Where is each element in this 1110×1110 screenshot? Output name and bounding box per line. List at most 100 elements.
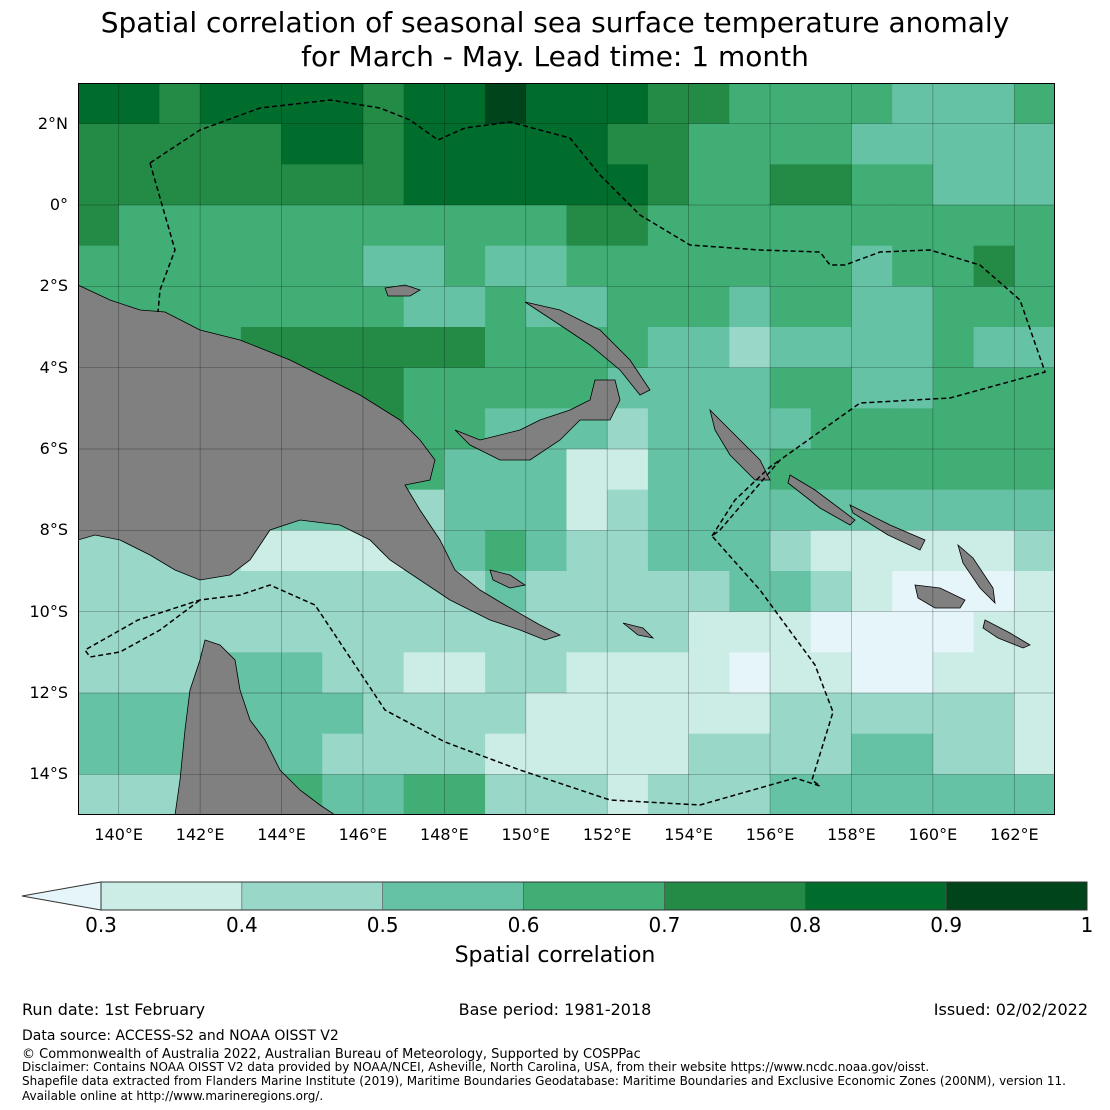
correlation-cell	[525, 571, 567, 613]
correlation-cell	[973, 367, 1015, 409]
correlation-cell	[729, 286, 771, 328]
lat-label: 2°S	[39, 276, 68, 296]
correlation-cell	[444, 693, 486, 735]
correlation-cell	[932, 123, 975, 165]
correlation-cell	[688, 286, 730, 328]
correlation-cell	[281, 652, 323, 694]
correlation-cell	[525, 774, 567, 815]
correlation-cell	[525, 367, 567, 409]
correlation-cell	[729, 530, 771, 572]
correlation-cell	[973, 83, 1015, 125]
correlation-cell	[851, 286, 893, 328]
correlation-cell	[444, 164, 486, 206]
correlation-cell	[810, 611, 852, 653]
correlation-cell	[729, 164, 771, 206]
colorbar-segment	[523, 881, 665, 911]
correlation-cell	[810, 408, 852, 450]
correlation-cell	[729, 367, 771, 409]
correlation-cell	[932, 164, 975, 206]
correlation-cell	[770, 286, 812, 328]
correlation-cell	[322, 774, 364, 815]
correlation-cell	[159, 611, 201, 653]
correlation-cell	[770, 571, 812, 613]
correlation-cell	[892, 205, 934, 247]
correlation-cell	[118, 205, 160, 247]
map-frame	[78, 83, 1055, 815]
correlation-cell	[444, 205, 486, 247]
correlation-cell	[362, 123, 405, 165]
correlation-cell	[200, 205, 242, 247]
correlation-cell	[810, 733, 852, 775]
correlation-cell	[240, 123, 283, 165]
correlation-cell	[607, 164, 649, 206]
lon-label: 144°E	[257, 825, 306, 844]
land-choiseul-new-georgia	[849, 504, 926, 551]
lat-label: 14°S	[29, 764, 68, 784]
correlation-cell	[607, 123, 649, 165]
correlation-cell	[1014, 652, 1055, 694]
eez-png	[149, 162, 176, 313]
correlation-cell	[281, 123, 323, 165]
correlation-cell	[688, 245, 730, 287]
correlation-cell	[688, 367, 730, 409]
correlation-cell	[1014, 245, 1055, 287]
correlation-cell	[973, 286, 1015, 328]
correlation-cell	[810, 774, 852, 815]
correlation-cell	[322, 83, 364, 125]
correlation-cell	[973, 205, 1015, 247]
land-dentrecasteaux	[489, 569, 527, 589]
correlation-cell	[485, 733, 527, 775]
correlation-cell	[362, 774, 405, 815]
correlation-cell	[281, 733, 323, 775]
lon-label: 160°E	[908, 825, 958, 844]
correlation-cell	[688, 652, 730, 694]
correlation-cell	[485, 123, 527, 165]
correlation-cell	[810, 693, 852, 735]
correlation-cell	[403, 774, 445, 815]
correlation-cell	[688, 83, 730, 125]
correlation-cell	[78, 245, 120, 287]
correlation-cell	[322, 286, 364, 328]
correlation-cell	[240, 571, 283, 613]
correlation-cell	[444, 286, 486, 328]
correlation-cell	[200, 286, 242, 328]
correlation-cell	[892, 733, 934, 775]
correlation-cell	[851, 652, 893, 694]
correlation-cell	[78, 611, 120, 653]
correlation-cell	[851, 408, 893, 450]
correlation-cell	[444, 774, 486, 815]
land	[78, 284, 1031, 815]
correlation-cell	[485, 286, 527, 328]
correlation-cell	[485, 774, 527, 815]
land-louisiades	[622, 622, 655, 639]
correlation-cell	[322, 733, 364, 775]
correlation-cell	[729, 83, 771, 125]
correlation-cell	[729, 489, 771, 531]
correlation-cell	[932, 774, 975, 815]
correlation-cell	[403, 367, 445, 409]
correlation-cell	[647, 327, 690, 369]
correlation-cell	[688, 327, 730, 369]
correlation-cell	[973, 164, 1015, 206]
correlation-cell	[444, 245, 486, 287]
correlation-cell	[892, 245, 934, 287]
correlation-cell	[851, 530, 893, 572]
correlation-cell	[647, 408, 690, 450]
correlation-cell	[892, 367, 934, 409]
correlation-cell	[281, 286, 323, 328]
correlation-cell	[770, 367, 812, 409]
correlation-cell	[485, 693, 527, 735]
correlation-cell	[240, 83, 283, 125]
eez-boundaries	[83, 99, 1046, 806]
correlation-cell	[851, 83, 893, 125]
correlation-cell	[607, 449, 649, 491]
correlation-cell	[444, 123, 486, 165]
title-line-1: Spatial correlation of seasonal sea surf…	[100, 6, 1010, 39]
correlation-cell	[159, 123, 201, 165]
correlation-cell	[932, 733, 975, 775]
correlation-cell	[647, 83, 690, 125]
correlation-cell	[1014, 164, 1055, 206]
correlation-cell	[444, 327, 486, 369]
land-makira	[982, 619, 1031, 649]
